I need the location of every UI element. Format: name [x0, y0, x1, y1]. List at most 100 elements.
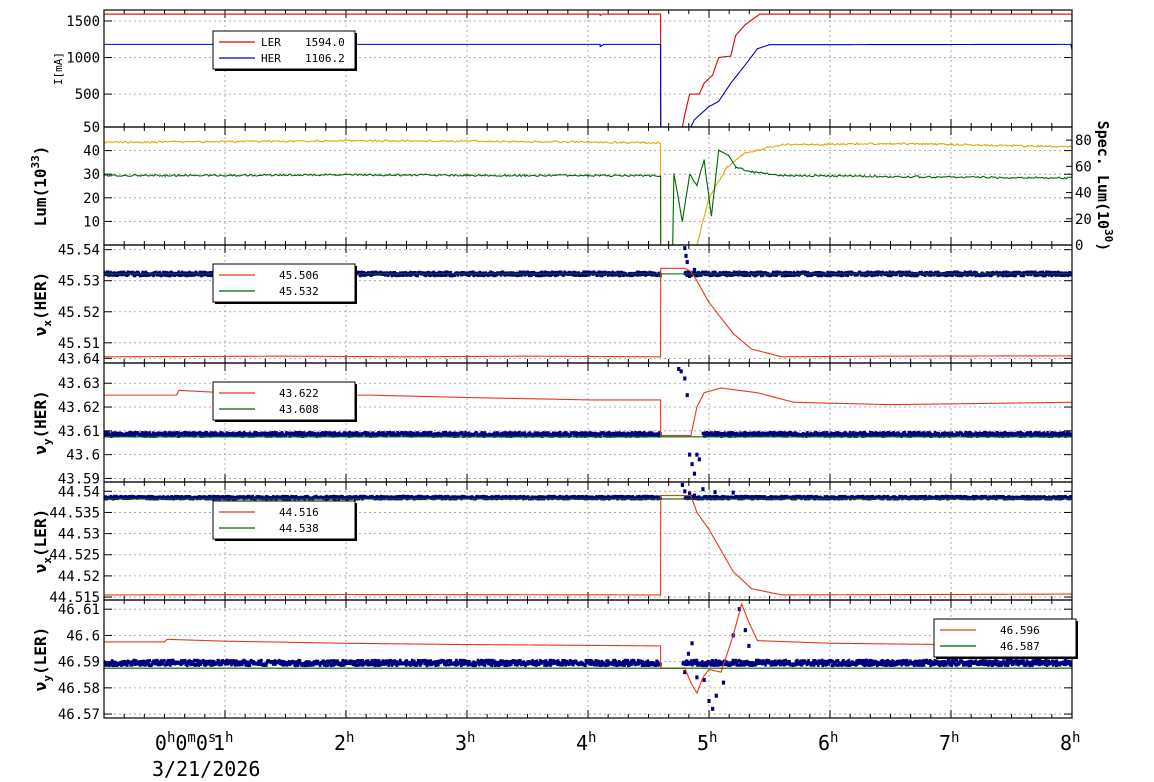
dot-point — [987, 434, 991, 438]
dot-point — [714, 431, 718, 435]
dot-point — [187, 431, 190, 435]
dot-point — [535, 433, 539, 437]
dot-point — [539, 432, 543, 436]
dot-point — [148, 431, 152, 435]
dot-point — [316, 431, 320, 435]
dot-point — [264, 431, 268, 435]
y-axis-label-part: y — [41, 438, 54, 445]
y-tick-label: 45.54 — [58, 243, 100, 259]
dot-point — [733, 434, 737, 438]
dot-point — [745, 273, 748, 277]
dot-point — [360, 494, 363, 499]
dot-point — [556, 433, 560, 437]
y2-axis-label-part: ) — [1094, 242, 1112, 251]
dot-point — [895, 273, 899, 277]
dot-point — [569, 433, 572, 438]
dot-point — [115, 494, 118, 498]
x-minor-ticks — [103, 363, 1073, 482]
dot-point — [684, 253, 688, 258]
dot-point — [151, 434, 154, 438]
dot-point — [1050, 273, 1054, 278]
dot-point — [863, 273, 866, 278]
dot-point — [507, 431, 511, 435]
dot-point — [142, 273, 146, 277]
dot-point — [226, 433, 229, 438]
y-axis-label: νx(HER) — [31, 272, 54, 336]
dot-point — [539, 274, 543, 278]
dot-point — [284, 433, 288, 437]
dot-point — [685, 260, 689, 265]
y2-axis-label-part: Spec. Lum(10 — [1094, 121, 1112, 229]
dot-point — [359, 274, 362, 278]
dot-point — [385, 434, 388, 438]
dot-point — [382, 431, 386, 435]
dot-point — [481, 431, 485, 435]
dot-point — [950, 431, 954, 435]
dot-point — [310, 433, 313, 437]
dot-point — [615, 431, 618, 435]
dot-point — [558, 434, 562, 438]
dot-point — [836, 273, 839, 277]
dot-point — [416, 274, 419, 278]
dot-point — [690, 462, 694, 467]
dot-point — [865, 274, 869, 278]
dot-point — [157, 273, 161, 277]
grid — [104, 127, 1072, 245]
dot-point — [647, 433, 650, 437]
legend-value: 1594.0 — [305, 36, 345, 49]
dot-point — [364, 434, 368, 438]
y-tick-label: 44.54 — [58, 484, 100, 500]
y-axis-label-part: ν — [31, 327, 50, 337]
dot-point — [523, 431, 527, 435]
dot-point — [780, 273, 784, 278]
dot-point — [686, 273, 690, 278]
dot-point — [208, 271, 212, 275]
y-tick-label: 45.52 — [58, 305, 100, 321]
dot-point — [880, 273, 883, 277]
dot-point — [366, 433, 369, 438]
dot-point — [1000, 431, 1003, 435]
dot-point — [758, 431, 761, 436]
series-line — [104, 148, 1072, 245]
dot-point — [612, 434, 615, 438]
dot-point — [415, 433, 418, 437]
dot-point — [606, 273, 610, 277]
dot-point — [977, 434, 981, 438]
dot-point — [313, 431, 317, 436]
dot-point — [285, 496, 288, 500]
dot-point — [753, 433, 757, 438]
y-axis-label-part: 33 — [29, 155, 42, 168]
dot-point — [832, 434, 836, 438]
dot-point — [580, 431, 584, 435]
dot-point — [541, 270, 544, 274]
dot-point — [516, 431, 520, 435]
dot-point — [301, 434, 305, 438]
dot-point — [279, 434, 283, 438]
dot-point — [1066, 433, 1070, 438]
dot-point — [255, 431, 258, 435]
dot-point — [831, 432, 835, 436]
legend-name: HER — [261, 52, 281, 65]
dot-point — [847, 434, 851, 438]
dot-point — [751, 433, 755, 437]
dot-point — [982, 433, 986, 437]
y-tick-label: 43.59 — [58, 471, 100, 487]
dot-point — [597, 270, 601, 274]
dot-point — [679, 369, 683, 374]
dot-point — [777, 431, 780, 435]
y-tick-label: 43.6 — [66, 448, 100, 464]
dot-point — [171, 431, 175, 435]
dot-point — [548, 271, 551, 275]
dot-point — [789, 271, 792, 275]
dot-point — [812, 433, 816, 438]
dot-point — [916, 433, 919, 437]
dot-point — [177, 270, 180, 274]
dot-point — [333, 494, 336, 499]
plot-area — [104, 139, 1072, 245]
dot-point — [950, 271, 954, 275]
dot-point — [480, 434, 483, 438]
dot-point — [491, 271, 495, 275]
dot-point — [694, 274, 698, 278]
dot-point — [1037, 433, 1040, 437]
dot-point — [838, 270, 842, 275]
